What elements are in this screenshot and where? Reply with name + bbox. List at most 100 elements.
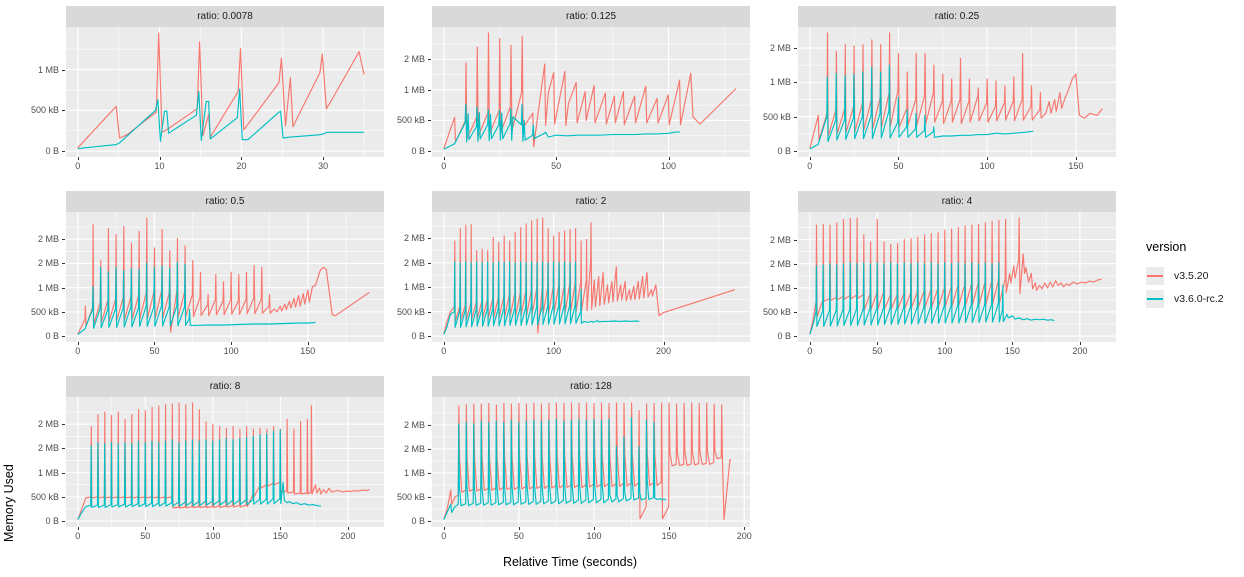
x-axis-labels: 0 50 100 150 200 xyxy=(798,342,1116,357)
y-tick-label: 500 kB xyxy=(762,111,791,122)
facet-plot-area xyxy=(798,212,1116,342)
y-tick-mark xyxy=(794,116,797,118)
y-tick-mark xyxy=(794,263,797,265)
x-tick-mark xyxy=(556,157,558,160)
y-tick-mark xyxy=(428,287,431,289)
facet-plot-area xyxy=(798,27,1116,157)
y-tick-label: 0 B xyxy=(45,516,59,527)
x-tick-mark xyxy=(809,342,811,345)
facet-row-3: 0 B 500 kB 1 MB 2 MB 2 MB ratio: 8 0 50 100 150 20… xyxy=(18,376,1122,542)
y-tick-mark xyxy=(62,287,65,289)
legend-entry-v360rc2: v3.6.0-rc.2 xyxy=(1146,287,1224,310)
series-line-v3.6.0-rc.2 xyxy=(443,104,680,150)
series-line-v3.6.0-rc.2 xyxy=(77,261,316,336)
x-tick-label: 100 xyxy=(223,346,239,356)
y-tick-mark xyxy=(62,151,65,153)
y-tick-mark xyxy=(62,472,65,474)
x-tick-label: 50 xyxy=(893,161,904,171)
facet-panel: 0 B 500 kB 1 MB 2 MB ratio: 0.25 0 50 100 150 xyxy=(750,6,1116,172)
series-line-v3.6.0-rc.2 xyxy=(809,262,1055,335)
x-tick-mark xyxy=(212,527,214,530)
x-tick-label: 0 xyxy=(441,531,447,541)
y-tick-label: 0 B xyxy=(777,331,791,342)
series-line-v3.5.20 xyxy=(809,217,1102,334)
series-line-v3.6.0-rc.2 xyxy=(809,64,1034,150)
x-tick-label: 50 xyxy=(513,531,524,541)
y-tick-mark xyxy=(794,311,797,313)
y-tick-mark xyxy=(62,496,65,498)
y-tick-label: 2 MB xyxy=(769,234,791,245)
series-line-v3.6.0-rc.2 xyxy=(443,261,640,335)
x-tick-label: 0 xyxy=(441,161,447,171)
x-tick-mark xyxy=(663,342,665,345)
y-tick-label: 2 MB xyxy=(403,54,425,65)
facet-row-2: 0 B 500 kB 1 MB 2 MB 2 MB ratio: 0.5 0 50 100 150… xyxy=(18,191,1122,357)
y-tick-label: 0 B xyxy=(411,516,425,527)
y-tick-label: 2 MB xyxy=(403,444,425,455)
y-tick-label: 2 MB xyxy=(37,443,59,454)
facet-plot-area xyxy=(432,27,750,157)
legend-title: version xyxy=(1146,240,1187,254)
x-tick-mark xyxy=(159,157,161,160)
x-tick-mark xyxy=(323,157,325,160)
x-tick-mark xyxy=(347,527,349,530)
series-line-v3.6.0-rc.2 xyxy=(77,429,321,520)
x-tick-mark xyxy=(231,342,233,345)
x-tick-mark xyxy=(518,527,520,530)
y-tick-label: 2 MB xyxy=(403,257,425,268)
y-tick-mark xyxy=(428,238,431,240)
y-tick-mark xyxy=(62,424,65,426)
y-tick-mark xyxy=(62,110,65,112)
y-tick-label: 1 MB xyxy=(769,77,791,88)
x-tick-label: 100 xyxy=(979,161,995,171)
x-tick-label: 150 xyxy=(300,346,316,356)
y-tick-mark xyxy=(428,497,431,499)
series-line-v3.5.20 xyxy=(77,32,365,149)
y-tick-label: 1 MB xyxy=(403,84,425,95)
y-axis-labels: 0 B 500 kB 1 MB xyxy=(18,6,66,172)
y-tick-label: 0 B xyxy=(411,331,425,342)
x-tick-mark xyxy=(898,157,900,160)
y-tick-label: 0 B xyxy=(45,331,59,342)
facet-row-1: 0 B 500 kB 1 MB ratio: 0.0078 0 10 20 30 0 B 500 … xyxy=(18,6,1122,172)
y-tick-mark xyxy=(428,311,431,313)
series-line-v3.5.20 xyxy=(443,402,732,521)
facet-panel: 0 B 500 kB 1 MB 2 MB 2 MB ratio: 128 0 50 100 150… xyxy=(384,376,752,542)
x-axis-labels: 0 50 100 150 xyxy=(66,342,384,357)
x-tick-label: 20 xyxy=(236,161,247,171)
y-axis-labels: 0 B 500 kB 1 MB 2 MB 2 MB xyxy=(384,376,432,542)
y-tick-label: 0 B xyxy=(45,146,59,157)
x-tick-label: 50 xyxy=(140,531,151,541)
panel-background xyxy=(432,397,750,527)
facet-title: ratio: 128 xyxy=(432,376,750,397)
x-tick-mark xyxy=(1012,342,1014,345)
x-tick-mark xyxy=(944,342,946,345)
x-tick-label: 100 xyxy=(205,531,221,541)
y-tick-label: 1 MB xyxy=(37,467,59,478)
y-tick-mark xyxy=(62,521,65,523)
x-tick-mark xyxy=(154,342,156,345)
y-tick-mark xyxy=(62,239,65,241)
facet-grid: 0 B 500 kB 1 MB ratio: 0.0078 0 10 20 30 0 B 500 … xyxy=(18,6,1122,561)
x-tick-mark xyxy=(443,527,445,530)
y-tick-mark xyxy=(794,239,797,241)
x-tick-label: 150 xyxy=(1068,161,1084,171)
y-tick-mark xyxy=(62,311,65,313)
y-tick-mark xyxy=(794,151,797,153)
x-tick-label: 100 xyxy=(937,346,953,356)
y-tick-mark xyxy=(428,473,431,475)
y-tick-label: 2 MB xyxy=(37,419,59,430)
x-tick-mark xyxy=(77,342,79,345)
y-tick-mark xyxy=(428,151,431,153)
y-tick-mark xyxy=(428,449,431,451)
y-axis-title: Memory Used xyxy=(2,464,16,542)
y-tick-mark xyxy=(62,448,65,450)
panel-background xyxy=(66,212,384,342)
x-tick-mark xyxy=(1079,342,1081,345)
panel-background xyxy=(798,212,1116,342)
x-axis-title: Relative Time (seconds) xyxy=(502,555,638,569)
x-axis-labels: 0 50 100 150 xyxy=(798,157,1116,172)
series-line-v3.5.20 xyxy=(77,217,370,335)
y-axis-labels: 0 B 500 kB 1 MB 2 MB 2 MB xyxy=(750,191,798,357)
